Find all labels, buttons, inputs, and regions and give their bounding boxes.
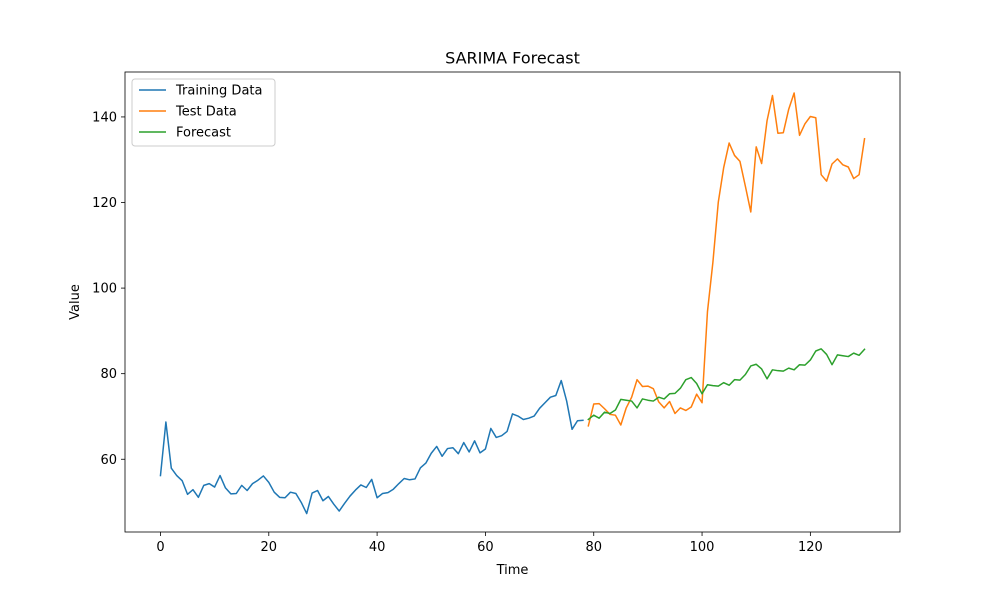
- legend: Training Data Test Data Forecast: [131, 78, 276, 147]
- x-tick-label: 80: [585, 540, 602, 555]
- series-line-test-data: [587, 92, 866, 427]
- y-axis: 60 80 100 120 140: [92, 110, 125, 468]
- x-tick-label: 40: [369, 540, 386, 555]
- plot-area: [124, 71, 901, 533]
- legend-label-forecast: Forecast: [176, 126, 231, 141]
- x-tick-label: 0: [156, 540, 164, 555]
- y-tick-label: 140: [92, 110, 117, 125]
- x-tick-label: 60: [477, 540, 494, 555]
- y-tick-label: 100: [92, 282, 117, 297]
- x-axis: 0 20 40 60 80 100 120: [156, 532, 823, 555]
- series-layer: [159, 92, 866, 515]
- series-line-forecast: [587, 348, 866, 421]
- y-tick-label: 120: [92, 196, 117, 211]
- y-tick-label: 80: [100, 367, 117, 382]
- legend-label-training-data: Training Data: [175, 84, 262, 99]
- x-tick-label: 20: [261, 540, 278, 555]
- series-line-training-data: [159, 379, 584, 515]
- plot-frame: [124, 71, 901, 533]
- y-tick-label: 60: [100, 453, 117, 468]
- x-axis-title: Time: [496, 563, 529, 578]
- legend-box: [131, 78, 276, 147]
- y-axis-title: Value: [68, 284, 83, 320]
- legend-label-test-data: Test Data: [175, 105, 237, 120]
- x-tick-label: 100: [690, 540, 715, 555]
- x-tick-label: 120: [798, 540, 823, 555]
- plot-background: [125, 72, 900, 532]
- chart-title: SARIMA Forecast: [445, 49, 580, 68]
